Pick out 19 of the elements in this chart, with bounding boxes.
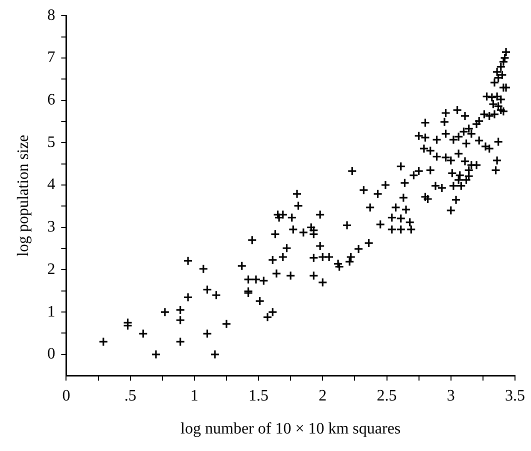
x-tick-label: 3 [446, 387, 455, 404]
y-tick-label: 0 [47, 346, 56, 363]
y-axis-title: log population size [14, 134, 32, 256]
x-axis-title: log number of 10 × 10 km squares [180, 420, 401, 438]
x-tick-label: 2.5 [376, 387, 397, 404]
y-tick-label: 7 [47, 49, 56, 66]
x-tick-label: 0 [62, 387, 70, 404]
y-tick-label: 3 [47, 218, 56, 236]
y-tick-label: 4 [47, 176, 56, 194]
y-tick-label: 5 [47, 134, 56, 151]
y-tick-label: 2 [47, 260, 56, 278]
x-tick-label: 2 [318, 387, 327, 404]
x-tick-label: 1.5 [248, 387, 269, 404]
x-tick-label: 1 [190, 387, 198, 404]
x-tick-label: .5 [124, 387, 136, 404]
x-tick-label: 3.5 [505, 387, 525, 404]
y-tick-label: 6 [47, 92, 56, 109]
y-tick-label: 1 [47, 303, 56, 320]
y-tick-label: 8 [47, 6, 56, 24]
